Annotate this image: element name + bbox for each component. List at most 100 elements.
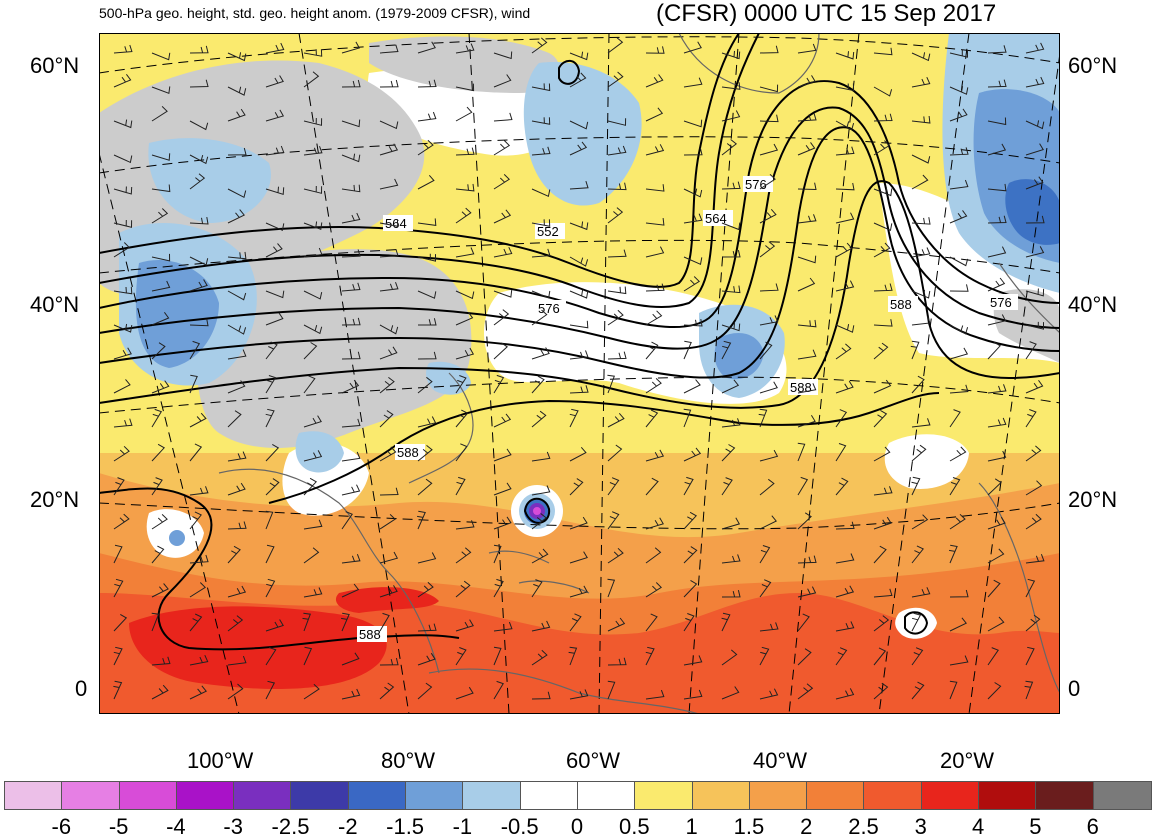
wind-barb — [379, 487, 399, 496]
wind-barb — [227, 521, 247, 530]
wind-barb — [227, 451, 247, 462]
wind-barb — [607, 71, 624, 88]
wind-barb — [645, 409, 659, 428]
wind-barb — [189, 374, 198, 394]
wind-barb — [569, 289, 589, 299]
wind-barb — [759, 545, 771, 564]
wind-barb — [645, 283, 665, 292]
wind-barb — [341, 451, 361, 462]
wind-barb — [797, 555, 817, 564]
wind-barb — [379, 282, 399, 292]
wind-barb — [911, 316, 931, 326]
wind-barb — [265, 75, 284, 88]
wind-barb — [1025, 215, 1045, 224]
wind-barb — [683, 319, 703, 327]
wind-barb — [683, 689, 703, 700]
wind-barb — [455, 409, 469, 428]
wind-barb — [341, 583, 360, 598]
wind-barb — [455, 247, 475, 258]
wind-barb — [569, 516, 588, 530]
wind-barb — [227, 324, 247, 335]
wind-barb — [379, 324, 399, 335]
wind-barb — [911, 444, 927, 462]
wind-barb — [455, 290, 475, 300]
wind-barb — [569, 350, 589, 360]
wind-barb — [569, 551, 588, 564]
wind-barb — [493, 448, 512, 462]
wind-barb — [151, 545, 165, 564]
wind-barb — [303, 375, 316, 394]
wind-barb — [607, 680, 616, 700]
wind-barb — [569, 221, 589, 231]
contour-label-588-east: 588 — [890, 297, 912, 312]
height-contours — [99, 33, 1060, 651]
colorbar-swatch — [1093, 782, 1151, 809]
gray-anomaly-region-canada — [369, 36, 559, 93]
wind-barb — [569, 408, 579, 428]
wind-barb — [835, 521, 855, 530]
wind-barb — [455, 83, 475, 92]
wind-barb — [949, 513, 966, 530]
wind-barb — [607, 182, 627, 191]
wind-barb — [151, 612, 160, 632]
wind-barb — [721, 686, 740, 700]
wind-barb — [721, 322, 741, 332]
wind-barb — [797, 113, 817, 122]
wind-barb — [113, 74, 132, 88]
wind-barb — [493, 621, 513, 632]
wind-barb — [151, 443, 165, 462]
wind-barb — [607, 511, 620, 530]
wind-barb — [645, 184, 665, 192]
cold-anomaly-region-north-central — [148, 138, 271, 223]
wind-barb — [265, 341, 278, 360]
wind-barb — [911, 647, 924, 666]
contour-label-588-gulf: 588 — [397, 445, 419, 460]
wind-barb — [873, 516, 892, 530]
wind-barb — [417, 79, 437, 88]
wind-barb — [1025, 554, 1045, 564]
colorbar-swatch — [1036, 782, 1094, 809]
greenland-coast — [678, 33, 820, 94]
wind-barb — [797, 683, 814, 700]
wind-barb — [949, 108, 968, 122]
wind-barb — [873, 47, 893, 56]
wind-barb — [683, 511, 697, 530]
lat-label-0-right: 0 — [1068, 676, 1081, 701]
wind-barb — [987, 341, 1001, 360]
wind-barb — [265, 42, 285, 54]
wind-barb — [151, 86, 171, 94]
colorbar — [4, 781, 1152, 810]
wind-barb — [227, 251, 247, 260]
wind-barb — [417, 623, 437, 632]
wind-barb — [987, 548, 1005, 564]
wind-barb — [645, 74, 664, 88]
contour-552 — [99, 33, 740, 288]
wind-barb — [455, 647, 467, 666]
contour-576 — [99, 126, 1060, 379]
wind-barb — [113, 119, 133, 129]
wind-barb — [987, 314, 1007, 326]
wind-barb — [417, 510, 426, 530]
wind-barb — [493, 342, 509, 360]
south-america-coast — [428, 668, 700, 714]
wind-barb — [379, 410, 394, 428]
lat-label-20n-right: 20°N — [1068, 487, 1118, 512]
wind-barb — [949, 680, 958, 700]
wind-barb — [493, 112, 513, 122]
wind-barb — [189, 613, 203, 632]
colorbar-tick-label: 3 — [914, 814, 927, 839]
wind-barb — [151, 583, 169, 598]
map-subtitle: 500-hPa geo. height, std. geo. height an… — [99, 5, 531, 21]
wind-barb — [911, 514, 929, 530]
wind-barb — [379, 219, 399, 227]
wind-barb — [873, 86, 893, 97]
wind-barb — [949, 544, 958, 564]
wind-barb — [645, 378, 662, 394]
wind-barb — [151, 52, 171, 61]
wind-barb — [493, 516, 512, 530]
wind-barb — [645, 341, 659, 360]
north-america-coast — [218, 468, 440, 674]
wind-barb — [189, 654, 209, 666]
wind-barb — [607, 145, 627, 156]
wind-barb — [303, 415, 322, 428]
